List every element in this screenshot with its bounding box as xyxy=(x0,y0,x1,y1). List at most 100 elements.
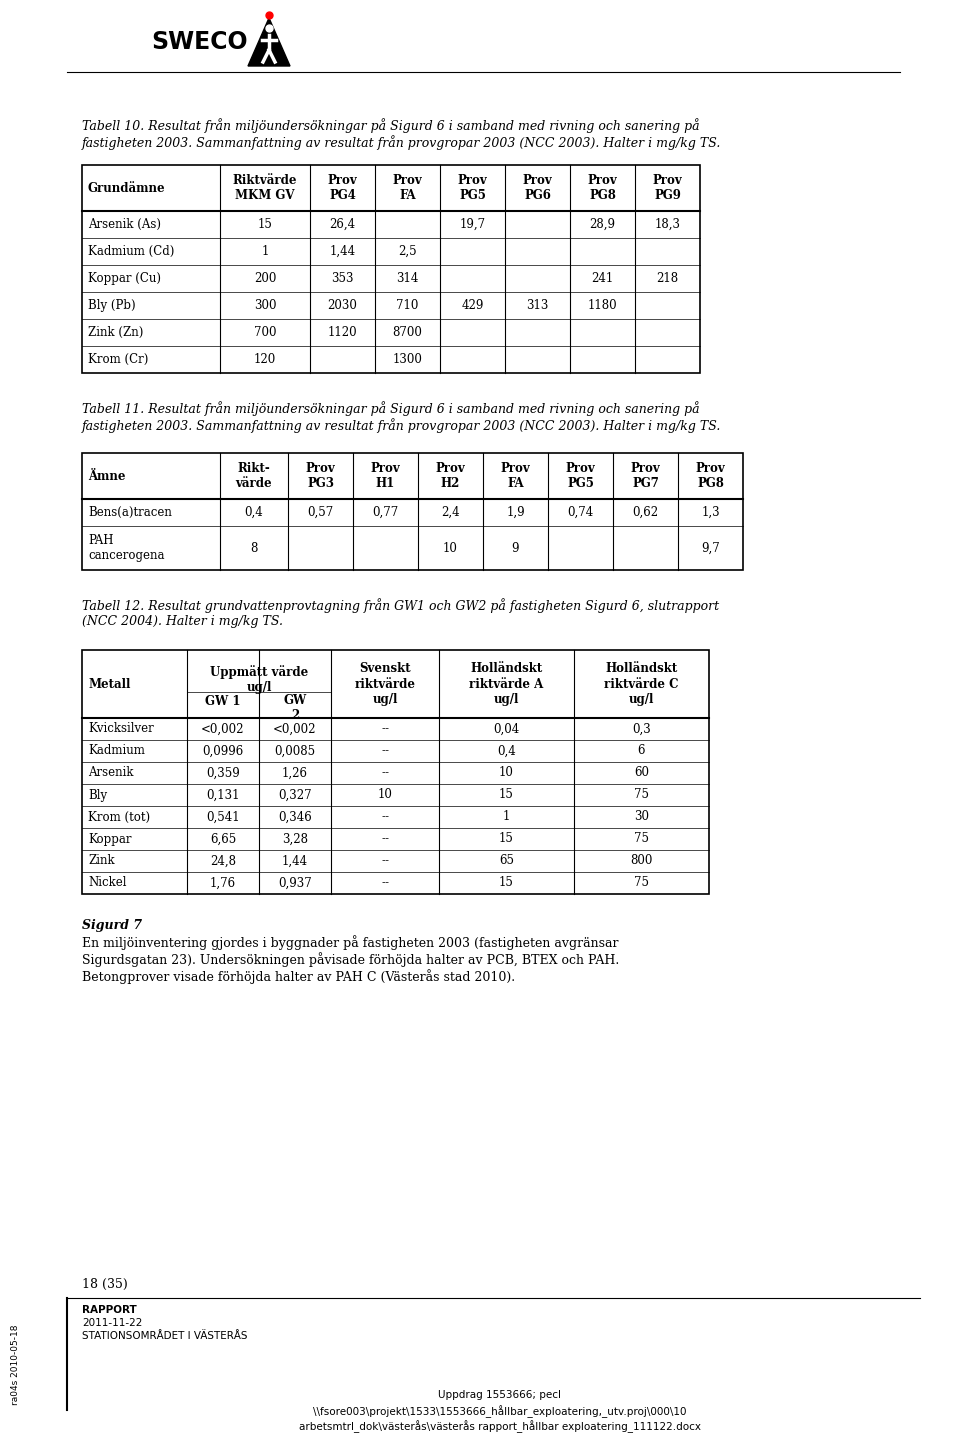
Text: Koppar: Koppar xyxy=(88,832,132,845)
Text: Krom (Cr): Krom (Cr) xyxy=(88,353,149,366)
Text: Prov
PG8: Prov PG8 xyxy=(588,174,617,202)
Text: --: -- xyxy=(381,744,389,757)
Text: 15: 15 xyxy=(499,832,514,845)
Text: Zink (Zn): Zink (Zn) xyxy=(88,326,143,339)
Text: Grundämne: Grundämne xyxy=(88,182,166,195)
Text: Kadmium: Kadmium xyxy=(88,744,145,757)
Text: 1,76: 1,76 xyxy=(210,877,236,890)
Text: Uppdrag 1553666; pecl: Uppdrag 1553666; pecl xyxy=(439,1390,562,1400)
Text: 75: 75 xyxy=(634,877,649,890)
Text: 75: 75 xyxy=(634,789,649,802)
Text: Bly (Pb): Bly (Pb) xyxy=(88,298,135,311)
Text: GW
2: GW 2 xyxy=(283,694,306,722)
Text: 1,44: 1,44 xyxy=(329,245,355,258)
Text: 19,7: 19,7 xyxy=(460,218,486,231)
Text: Tabell 10. Resultat från miljöundersökningar på Sigurd 6 i samband med rivning o: Tabell 10. Resultat från miljöundersökni… xyxy=(82,118,721,150)
Text: Arsenik (As): Arsenik (As) xyxy=(88,218,161,231)
Text: ra04s 2010-05-18: ra04s 2010-05-18 xyxy=(12,1325,20,1406)
Text: 0,4: 0,4 xyxy=(245,506,263,519)
Text: Holländskt
riktvärde C
ug/l: Holländskt riktvärde C ug/l xyxy=(604,662,679,705)
Text: Tabell 11. Resultat från miljöundersökningar på Sigurd 6 i samband med rivning o: Tabell 11. Resultat från miljöundersökni… xyxy=(82,401,721,433)
Text: 0,327: 0,327 xyxy=(278,789,312,802)
Text: 0,77: 0,77 xyxy=(372,506,398,519)
Text: 1,44: 1,44 xyxy=(282,855,308,868)
Text: 8: 8 xyxy=(251,542,257,555)
Text: <0,002: <0,002 xyxy=(274,722,317,735)
Text: 218: 218 xyxy=(657,273,679,286)
Text: 2030: 2030 xyxy=(327,298,357,311)
Text: 0,62: 0,62 xyxy=(633,506,659,519)
Text: 1120: 1120 xyxy=(327,326,357,339)
Text: PAH
cancerogena: PAH cancerogena xyxy=(88,534,164,562)
Text: Prov
PG7: Prov PG7 xyxy=(631,461,660,490)
Text: --: -- xyxy=(381,767,389,780)
Text: Prov
FA: Prov FA xyxy=(500,461,530,490)
Text: 8700: 8700 xyxy=(393,326,422,339)
Text: 6: 6 xyxy=(637,744,645,757)
Text: Arsenik: Arsenik xyxy=(88,767,133,780)
Text: 1: 1 xyxy=(503,810,510,823)
Text: 0,541: 0,541 xyxy=(206,810,240,823)
Text: SWECO: SWECO xyxy=(152,30,249,53)
Text: 0,937: 0,937 xyxy=(278,877,312,890)
Text: 60: 60 xyxy=(634,767,649,780)
Text: 1,3: 1,3 xyxy=(701,506,720,519)
Text: Bens(a)tracen: Bens(a)tracen xyxy=(88,506,172,519)
Text: 10: 10 xyxy=(444,542,458,555)
Text: Koppar (Cu): Koppar (Cu) xyxy=(88,273,161,286)
Text: 3,28: 3,28 xyxy=(282,832,308,845)
Text: 314: 314 xyxy=(396,273,419,286)
Text: 353: 353 xyxy=(331,273,353,286)
Text: 120: 120 xyxy=(253,353,276,366)
Text: 75: 75 xyxy=(634,832,649,845)
Text: 0,359: 0,359 xyxy=(206,767,240,780)
Text: Metall: Metall xyxy=(88,678,131,691)
Text: Svenskt
riktvärde
ug/l: Svenskt riktvärde ug/l xyxy=(354,662,416,705)
Text: Tabell 12. Resultat grundvattenprovtagning från GW1 och GW2 på fastigheten Sigur: Tabell 12. Resultat grundvattenprovtagni… xyxy=(82,598,719,627)
Text: GW 1: GW 1 xyxy=(205,695,241,708)
Text: 2011-11-22: 2011-11-22 xyxy=(82,1318,142,1328)
Text: --: -- xyxy=(381,722,389,735)
Text: 0,131: 0,131 xyxy=(206,789,240,802)
Text: 313: 313 xyxy=(526,298,549,311)
Text: 10: 10 xyxy=(377,789,393,802)
Text: --: -- xyxy=(381,855,389,868)
Text: 9,7: 9,7 xyxy=(701,542,720,555)
Text: Prov
PG8: Prov PG8 xyxy=(696,461,726,490)
Text: 65: 65 xyxy=(499,855,514,868)
Text: 0,4: 0,4 xyxy=(497,744,516,757)
Text: 800: 800 xyxy=(631,855,653,868)
Text: 10: 10 xyxy=(499,767,514,780)
Text: Prov
H2: Prov H2 xyxy=(436,461,466,490)
Text: 1,26: 1,26 xyxy=(282,767,308,780)
Text: Kadmium (Cd): Kadmium (Cd) xyxy=(88,245,175,258)
Text: 15: 15 xyxy=(499,789,514,802)
Bar xyxy=(82,164,700,373)
Text: 15: 15 xyxy=(499,877,514,890)
Text: Prov
PG4: Prov PG4 xyxy=(327,174,357,202)
Text: RAPPORT: RAPPORT xyxy=(82,1305,136,1315)
Text: 2,5: 2,5 xyxy=(398,245,417,258)
Text: Prov
PG9: Prov PG9 xyxy=(653,174,683,202)
Text: 1: 1 xyxy=(261,245,269,258)
Text: 0,74: 0,74 xyxy=(567,506,593,519)
Text: 1300: 1300 xyxy=(393,353,422,366)
Text: 700: 700 xyxy=(253,326,276,339)
Bar xyxy=(82,650,709,894)
Text: Uppmätt värde
ug/l: Uppmätt värde ug/l xyxy=(210,665,308,694)
Text: 300: 300 xyxy=(253,298,276,311)
Text: 0,0085: 0,0085 xyxy=(275,744,316,757)
Text: 28,9: 28,9 xyxy=(589,218,615,231)
Text: 0,04: 0,04 xyxy=(493,722,519,735)
Text: En miljöinventering gjordes i byggnader på fastigheten 2003 (fastigheten avgräns: En miljöinventering gjordes i byggnader … xyxy=(82,934,619,985)
Text: 15: 15 xyxy=(257,218,273,231)
Text: 0,0996: 0,0996 xyxy=(203,744,244,757)
Text: 200: 200 xyxy=(253,273,276,286)
Text: --: -- xyxy=(381,832,389,845)
Text: Prov
PG3: Prov PG3 xyxy=(305,461,335,490)
Text: Bly: Bly xyxy=(88,789,108,802)
Text: 1,9: 1,9 xyxy=(506,506,525,519)
Text: Riktvärde
MKM GV: Riktvärde MKM GV xyxy=(232,174,298,202)
Text: \\fsore003\projekt\1533\1553666_hållbar_exploatering,_utv.proj\000\10: \\fsore003\projekt\1533\1553666_hållbar_… xyxy=(313,1405,686,1417)
Text: Prov
FA: Prov FA xyxy=(393,174,422,202)
